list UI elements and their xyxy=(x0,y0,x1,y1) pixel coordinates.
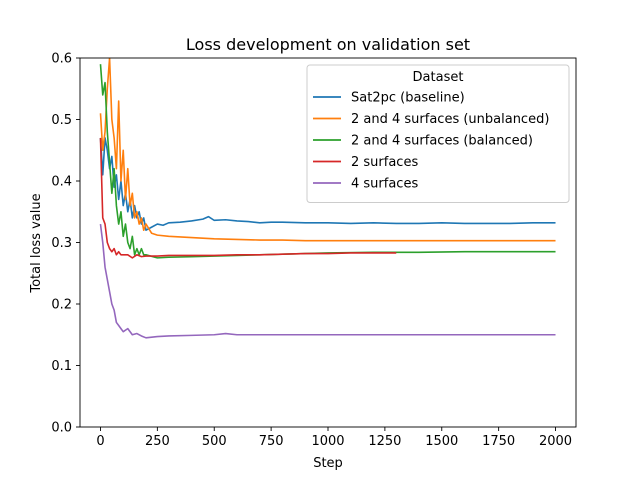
x-tick-label: 750 xyxy=(259,434,284,449)
legend-entry-1: Sat2pc (baseline) xyxy=(351,91,465,106)
y-tick-label: 0.3 xyxy=(51,236,72,251)
y-tick-label: 0.2 xyxy=(51,298,72,313)
series-line-1 xyxy=(99,137,556,231)
series-line-4 xyxy=(99,137,397,259)
axes: 0 250 500 750 1000 1250 1500 1750 2000 0.0 0.1 0.2 0… xyxy=(51,52,577,449)
x-tick-label: 250 xyxy=(145,434,170,449)
legend-entry-5: 4 surfaces xyxy=(351,177,418,192)
x-axis-title: Step xyxy=(313,456,343,471)
x-tick-label: 1500 xyxy=(425,434,458,449)
y-tick-label: 0.0 xyxy=(51,421,72,436)
legend-title: Dataset xyxy=(413,70,464,85)
chart-title: Loss development on validation set xyxy=(186,35,470,54)
y-tick-label: 0.5 xyxy=(51,113,72,128)
x-tick-label: 0 xyxy=(96,434,104,449)
y-tick-label: 0.6 xyxy=(51,52,72,67)
x-tick-label: 2000 xyxy=(539,434,572,449)
y-axis-title: Total loss value xyxy=(29,193,44,293)
y-tick-label: 0.4 xyxy=(51,175,72,190)
x-tick-label: 1750 xyxy=(482,434,515,449)
legend-entry-4: 2 surfaces xyxy=(351,155,418,170)
series-line-5 xyxy=(99,223,556,339)
x-tick-label: 1250 xyxy=(368,434,401,449)
legend-entry-2: 2 and 4 surfaces (unbalanced) xyxy=(351,112,549,127)
legend-entry-3: 2 and 4 surfaces (balanced) xyxy=(351,134,533,149)
legend-box xyxy=(306,64,570,203)
y-tick-label: 0.1 xyxy=(51,359,72,374)
plot-area xyxy=(99,58,556,339)
legend: Dataset Sat2pc (baseline) 2 and 4 surfaces… xyxy=(306,64,570,203)
x-tick-label: 500 xyxy=(202,434,227,449)
x-tick-label: 1000 xyxy=(311,434,344,449)
series-line-2 xyxy=(99,58,556,242)
